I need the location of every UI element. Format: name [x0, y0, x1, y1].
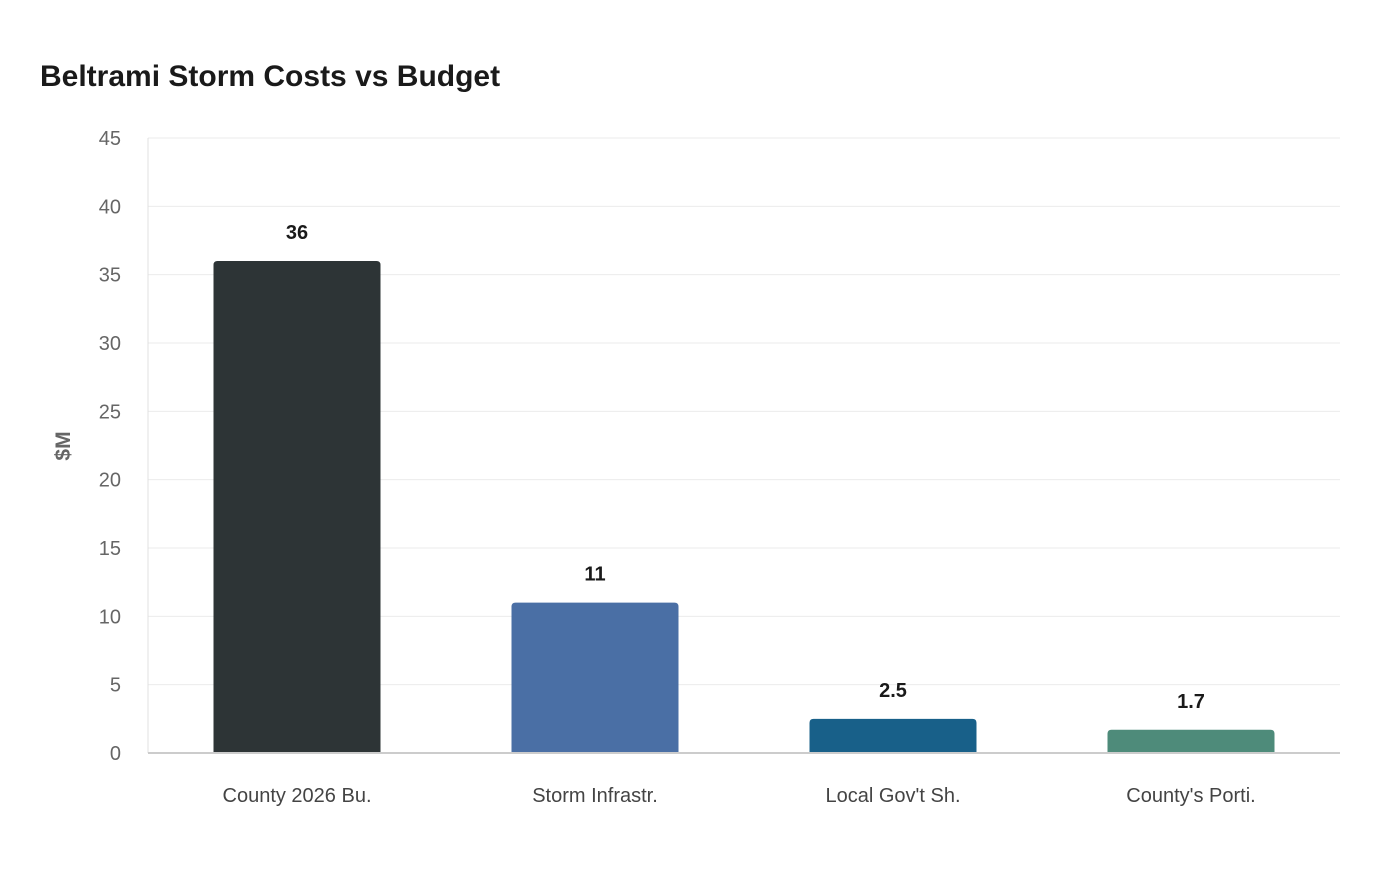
x-tick-label: County's Porti. [1126, 785, 1255, 807]
x-tick-label: Storm Infrastr. [532, 785, 658, 807]
data-label: 1.7 [1177, 691, 1205, 713]
data-label: 2.5 [879, 680, 907, 702]
data-label: 36 [286, 222, 308, 244]
y-tick-label: 30 [99, 333, 121, 355]
y-tick-label: 5 [110, 675, 121, 697]
y-tick-label: 15 [99, 538, 121, 560]
chart-title: Beltrami Storm Costs vs Budget [40, 60, 501, 93]
y-tick-label: 35 [99, 265, 121, 287]
y-tick-label: 10 [99, 606, 121, 628]
y-tick-label: 20 [99, 470, 121, 492]
y-axis-label: $M [52, 431, 75, 460]
y-tick-label: 0 [110, 743, 121, 765]
y-tick-label: 40 [99, 196, 121, 218]
x-tick-label: Local Gov't Sh. [826, 785, 961, 807]
data-label: 11 [584, 564, 605, 586]
bar [1107, 729, 1275, 753]
y-tick-label: 25 [99, 401, 121, 423]
bar [809, 718, 977, 753]
y-tick-label: 45 [99, 128, 121, 150]
x-tick-label: County 2026 Bu. [223, 785, 372, 807]
bar [511, 602, 679, 753]
bar [213, 261, 381, 753]
